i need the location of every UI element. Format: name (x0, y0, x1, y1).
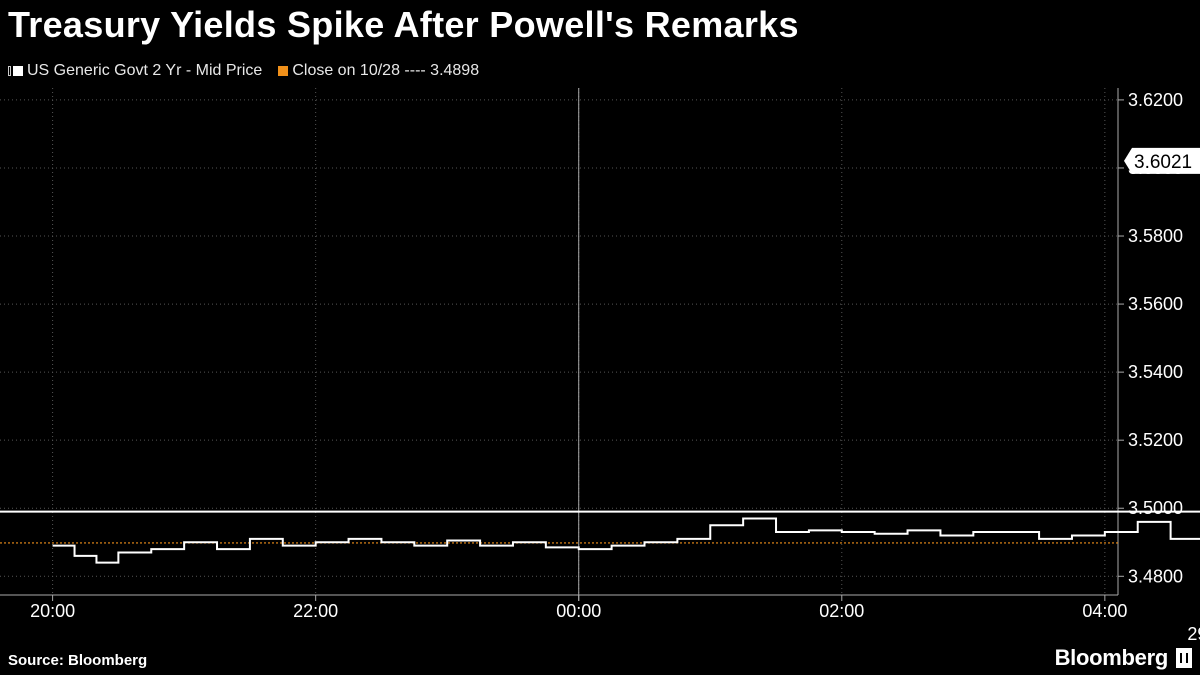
last-value-label: 3.6021 (1134, 152, 1192, 173)
date-label: 29 Oct 2025 (1187, 624, 1200, 644)
legend-close-label: Close on 10/28 ---- 3.4898 (292, 62, 480, 79)
legend-series-label: US Generic Govt 2 Yr - Mid Price (27, 62, 263, 79)
y-tick-label: 3.6200 (1128, 90, 1183, 110)
y-tick-label: 3.5400 (1128, 362, 1183, 382)
legend-series: US Generic Govt 2 Yr - Mid Price (8, 62, 262, 80)
y-tick-label: 3.4800 (1128, 566, 1183, 586)
series-line (0, 510, 1200, 564)
x-tick-label: 02:00 (819, 601, 864, 621)
y-tick-label: 3.5600 (1128, 294, 1183, 314)
source-note: Source: Bloomberg (8, 652, 148, 669)
last-value-tag (1124, 147, 1200, 174)
brand-logo: Bloomberg (1055, 645, 1192, 671)
y-tick-label: 3.5200 (1128, 430, 1183, 450)
legend-close: Close on 10/28 ---- 3.4898 (278, 62, 479, 80)
legend-close-swatch (278, 66, 289, 76)
bloomberg-mark-icon (1176, 648, 1192, 668)
y-tick-label: 3.5800 (1128, 226, 1183, 246)
x-tick-label: 00:00 (556, 601, 601, 621)
chart-title: Treasury Yields Spike After Powell's Rem… (8, 4, 799, 45)
brand-name: Bloomberg (1054, 645, 1169, 670)
y-tick-label: 3.5000 (1128, 498, 1183, 518)
x-tick-label: 20:00 (30, 601, 75, 621)
legend-tick-icon (8, 66, 11, 76)
legend-series-swatch (13, 66, 23, 76)
x-tick-label: 04:00 (1082, 601, 1127, 621)
chart-legend: US Generic Govt 2 Yr - Mid Price Close o… (8, 62, 495, 80)
x-tick-label: 22:00 (293, 601, 338, 621)
